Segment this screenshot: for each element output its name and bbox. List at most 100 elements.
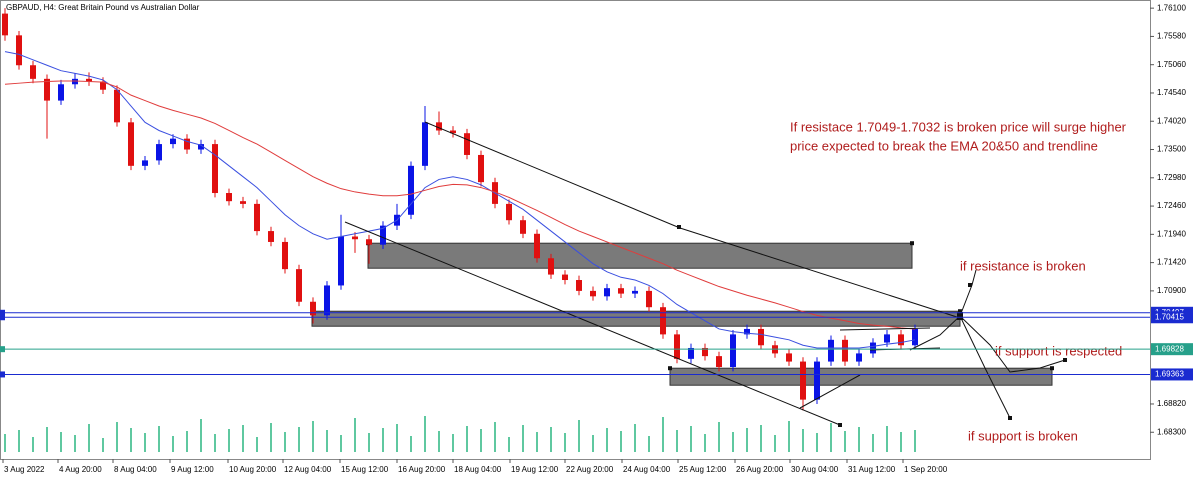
- candle-body: [58, 84, 64, 101]
- x-tick-label: 12 Aug 04:00: [284, 465, 332, 474]
- x-tick-label: 16 Aug 20:00: [398, 465, 446, 474]
- annotation: if resistance is broken: [960, 258, 1086, 273]
- zone-handle: [1050, 366, 1054, 371]
- x-tick-label: 30 Aug 04:00: [791, 465, 839, 474]
- y-tick-label: 1.72460: [1157, 201, 1186, 210]
- candle-body: [702, 347, 708, 357]
- volume-bar: [872, 434, 874, 452]
- candle-body: [198, 144, 204, 150]
- candle-body: [800, 361, 806, 400]
- y-tick-label: 1.71420: [1157, 258, 1186, 267]
- x-tick-label: 3 Aug 2022: [4, 465, 45, 474]
- volume-bar: [830, 423, 832, 452]
- y-tick-label: 1.74020: [1157, 116, 1186, 125]
- volume-bar: [536, 432, 538, 452]
- volume-bar: [186, 431, 188, 452]
- candle-body: [212, 144, 218, 194]
- candle-body: [142, 160, 148, 166]
- volume-bar: [284, 432, 286, 452]
- ema-line: [4, 51, 916, 349]
- volume-bar: [144, 433, 146, 452]
- x-tick-label: 1 Sep 20:00: [904, 465, 948, 474]
- candle-body: [268, 231, 274, 242]
- volume-bar: [802, 429, 804, 452]
- annotation: price expected to break the EMA 20&50 an…: [790, 138, 1098, 153]
- volume-bar: [340, 435, 342, 452]
- projection: [959, 315, 1066, 373]
- x-tick-label: 31 Aug 12:00: [848, 465, 896, 474]
- volume-bar: [214, 434, 216, 452]
- volume-bar: [424, 416, 426, 452]
- candle-body: [786, 353, 792, 362]
- y-tick-label: 1.70900: [1157, 286, 1186, 295]
- anchor: [838, 423, 842, 427]
- x-tick-label: 22 Aug 20:00: [566, 465, 614, 474]
- price-tag-label: 1.69828: [1155, 344, 1184, 353]
- price-tag: [1151, 343, 1193, 356]
- volume-bar: [592, 435, 594, 452]
- candle-body: [338, 236, 344, 286]
- candle-body: [758, 328, 764, 346]
- volume-bar: [4, 434, 6, 452]
- candle-body: [310, 301, 316, 316]
- candle-body: [870, 342, 876, 354]
- volume-bar: [228, 429, 230, 452]
- volume-bar: [60, 432, 62, 452]
- candle-body: [660, 307, 666, 335]
- candle-body: [716, 356, 722, 368]
- volume-bar: [648, 436, 650, 452]
- volume-bar: [200, 419, 202, 452]
- candle-body: [506, 203, 512, 221]
- y-tick-label: 1.68300: [1157, 427, 1186, 436]
- candle-body: [44, 78, 50, 101]
- candle-body: [86, 78, 92, 82]
- anchor: [677, 225, 681, 229]
- volume-bar: [606, 428, 608, 452]
- price-tag: [1151, 311, 1193, 324]
- chart-title: GBPAUD, H4: Great Britain Pound vs Austr…: [6, 3, 200, 12]
- x-tick-label: 25 Aug 12:00: [679, 465, 727, 474]
- candle-body: [674, 334, 680, 359]
- volume-bar: [452, 434, 454, 452]
- zone: [367, 242, 913, 269]
- line-handle: [0, 346, 5, 353]
- candle-body: [464, 133, 470, 155]
- candle-body: [380, 225, 386, 245]
- volume-bar: [368, 433, 370, 452]
- plot-frame: [0, 0, 1151, 460]
- candle-body: [226, 193, 232, 202]
- anchor: [957, 312, 963, 320]
- volume-bar: [102, 438, 104, 452]
- volume-bar: [172, 436, 174, 452]
- anchor: [1063, 358, 1067, 362]
- anchor: [1008, 416, 1012, 420]
- volume-bar: [256, 437, 258, 452]
- zone-handle: [910, 241, 914, 246]
- y-tick-label: 1.71940: [1157, 229, 1186, 238]
- volume-bar: [354, 418, 356, 452]
- volume-bar: [382, 428, 384, 452]
- volume-bar: [690, 426, 692, 452]
- candle-body: [576, 280, 582, 291]
- volume-bar: [18, 430, 20, 452]
- candle-body: [2, 13, 8, 36]
- volume-bar: [662, 417, 664, 452]
- volume-bar: [522, 425, 524, 452]
- candle-body: [730, 334, 736, 368]
- candle-body: [534, 233, 540, 259]
- candle-body: [114, 89, 120, 123]
- line-handle: [0, 371, 5, 378]
- price-tag: [1151, 368, 1193, 381]
- volume-bar: [886, 426, 888, 452]
- volume-bar: [718, 422, 720, 452]
- y-tick-label: 1.73500: [1157, 145, 1186, 154]
- volume-bar: [844, 431, 846, 452]
- x-tick-label: 24 Aug 04:00: [623, 465, 671, 474]
- annotation: if support is respected: [995, 343, 1122, 358]
- candle-body: [296, 269, 302, 302]
- x-tick-label: 9 Aug 12:00: [171, 465, 214, 474]
- candle-body: [688, 347, 694, 359]
- candle-body: [436, 122, 442, 131]
- volume-bar: [242, 425, 244, 452]
- ema-line: [4, 80, 916, 330]
